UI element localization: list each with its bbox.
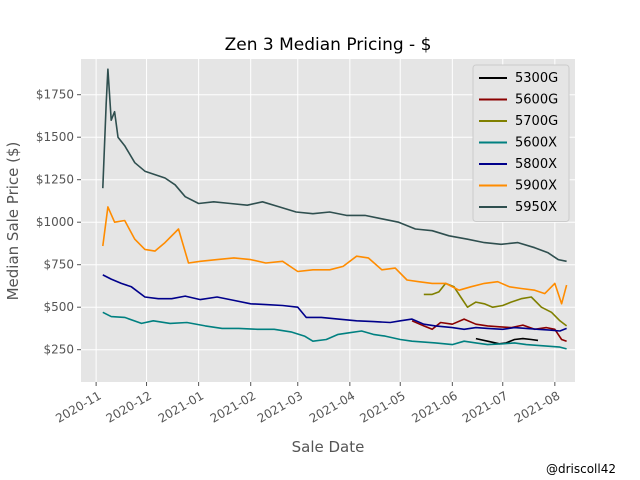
x-tick-label: 2020-11 [53, 388, 103, 425]
series-lines [102, 68, 568, 350]
y-tick-label: $1500 [36, 130, 74, 144]
x-tick-label: 2021-07 [460, 388, 510, 425]
y-tick-label: $500 [43, 300, 74, 314]
legend-label: 5300G [515, 71, 558, 86]
y-axis-label: Median Sale Price ($) [4, 142, 22, 301]
chart-title: Zen 3 Median Pricing - $ [225, 35, 432, 55]
y-tick-label: $1750 [36, 88, 74, 102]
x-tick-label: 2020-12 [104, 388, 154, 425]
series-line-5300g [475, 337, 539, 345]
x-tick-label: 2021-03 [255, 388, 305, 425]
legend-label: 5700G [515, 114, 558, 129]
series-line-5900x [102, 206, 568, 305]
series-line-5800x [102, 274, 567, 332]
legend-label: 5600G [515, 93, 558, 108]
x-tick-label: 2021-01 [156, 388, 206, 425]
legend-label: 5800X [515, 157, 557, 172]
x-tick-label: 2021-06 [409, 388, 459, 425]
y-axis: $250 $500 $750 $1000 $1250 $1500 $1750 [36, 88, 81, 357]
x-tick-label: 2021-08 [512, 388, 562, 425]
legend: 5300G 5600G 5700G 5600X 5800X 5900X 5950X [472, 64, 570, 222]
series-line-5600x [102, 311, 567, 350]
y-tick-label: $750 [43, 258, 74, 272]
y-tick-label: $250 [43, 343, 74, 357]
y-tick-label: $1250 [36, 173, 74, 187]
y-tick-label: $1000 [36, 215, 74, 229]
series-line-5950x [102, 68, 567, 263]
x-tick-label: 2021-04 [307, 388, 357, 425]
credit-text: @driscoll42 [545, 462, 616, 476]
x-tick-label: 2021-02 [208, 388, 258, 425]
legend-label: 5900X [515, 179, 557, 194]
legend-box [472, 64, 570, 222]
x-tick-label: 2021-05 [357, 388, 407, 425]
series-line-5700g [423, 282, 568, 327]
legend-label: 5950X [515, 200, 557, 215]
x-axis-label: Sale Date [292, 438, 365, 456]
legend-label: 5600X [515, 136, 557, 151]
